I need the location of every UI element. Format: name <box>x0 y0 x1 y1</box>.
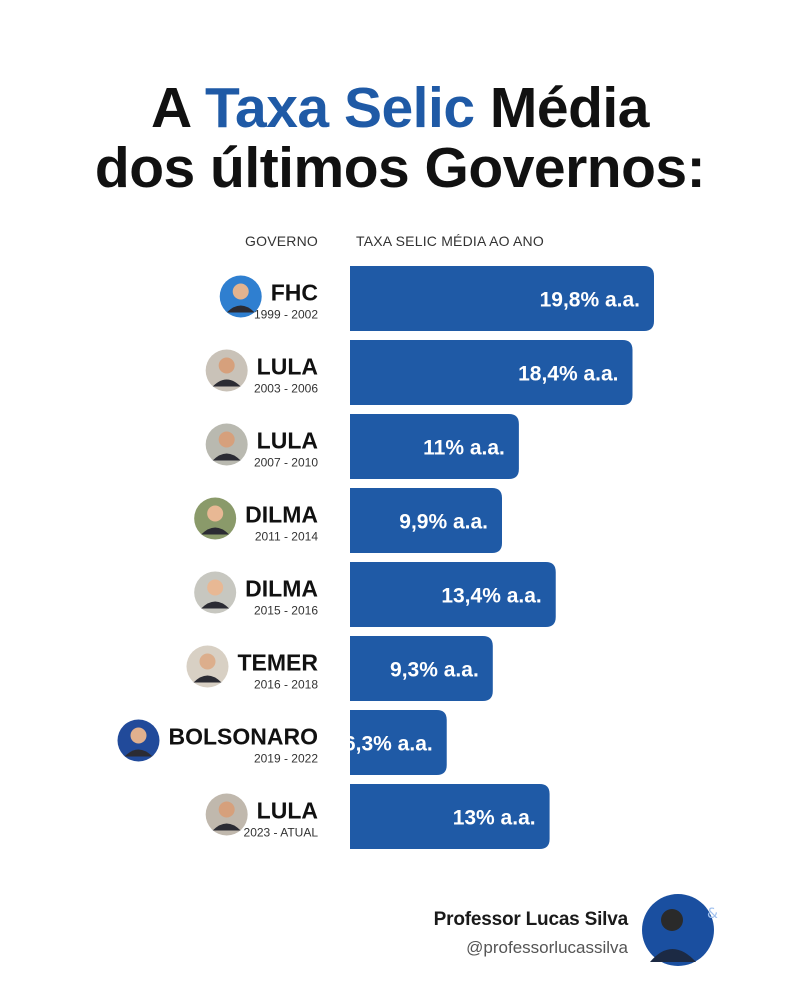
government-name-6: BOLSONARO <box>169 724 319 750</box>
page-title: A Taxa Selic Média dos últimos Governos: <box>0 78 800 198</box>
government-period-3: 2011 - 2014 <box>255 530 318 544</box>
rate-column-header: TAXA SELIC MÉDIA AO ANO <box>356 233 544 249</box>
government-period-7: 2023 - ATUAL <box>244 826 319 840</box>
government-name-1: LULA <box>257 354 318 380</box>
government-period-4: 2015 - 2016 <box>254 604 318 618</box>
bar-5 <box>350 636 493 701</box>
portrait-icon-5 <box>186 645 229 688</box>
bar-value-label-1: 18,4% a.a. <box>518 363 618 386</box>
bar-value-label-5: 9,3% a.a. <box>390 659 479 682</box>
title-highlight: Taxa Selic <box>204 76 475 140</box>
government-name-7: LULA <box>257 798 318 824</box>
government-period-6: 2019 - 2022 <box>254 752 318 766</box>
title-prefix: A <box>151 76 205 140</box>
portrait-icon-7 <box>205 793 248 836</box>
bar-value-label-6: 6,3% a.a. <box>344 733 433 756</box>
bar-value-label-2: 11% a.a. <box>423 437 505 460</box>
government-period-1: 2003 - 2006 <box>254 382 318 396</box>
portrait-icon-1 <box>205 349 248 392</box>
author-handle: @professorlucassilva <box>466 938 628 957</box>
portrait-icon-0 <box>219 275 262 318</box>
title-suffix: Média <box>474 76 650 140</box>
bar-6 <box>350 710 447 775</box>
government-name-0: FHC <box>271 280 318 306</box>
portrait-icon-6 <box>117 719 160 762</box>
portrait-icon-3 <box>194 497 237 540</box>
government-name-5: TEMER <box>238 650 319 676</box>
portrait-icon-4 <box>194 571 237 614</box>
bar-4 <box>350 562 556 627</box>
bar-value-label-4: 13,4% a.a. <box>441 585 541 608</box>
government-name-3: DILMA <box>245 502 318 528</box>
government-period-5: 2016 - 2018 <box>254 678 318 692</box>
bar-7 <box>350 784 550 849</box>
bar-0 <box>350 266 654 331</box>
author-name: Professor Lucas Silva <box>433 909 629 930</box>
bar-value-label-0: 19,8% a.a. <box>540 289 640 312</box>
bar-value-label-3: 9,9% a.a. <box>399 511 488 534</box>
bar-value-label-7: 13% a.a. <box>453 807 536 830</box>
bar-1 <box>350 340 633 405</box>
government-period-0: 1999 - 2002 <box>254 308 318 322</box>
title-line-2: dos últimos Governos: <box>94 136 706 200</box>
portrait-icon-2 <box>205 423 248 466</box>
bar-3 <box>350 488 502 553</box>
bar-2 <box>350 414 519 479</box>
title-line-1: A Taxa Selic Média <box>0 78 800 138</box>
government-column-header: GOVERNO <box>245 233 318 249</box>
government-name-4: DILMA <box>245 576 318 602</box>
government-name-2: LULA <box>257 428 318 454</box>
government-period-2: 2007 - 2010 <box>254 456 318 470</box>
